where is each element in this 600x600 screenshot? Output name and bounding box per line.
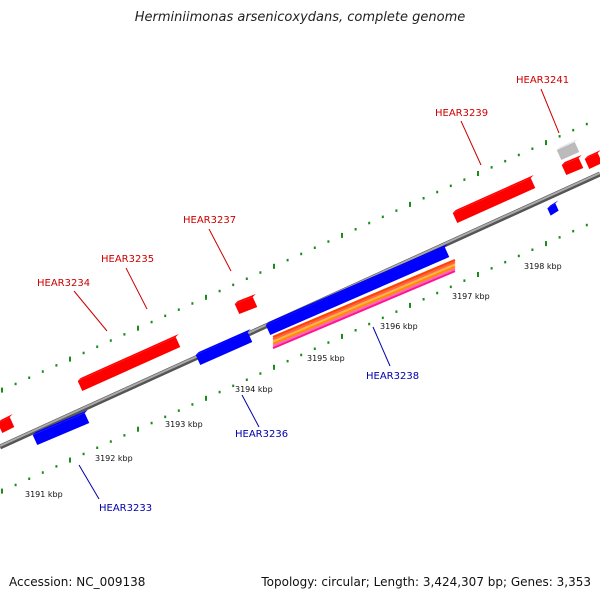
gene-hear3236[interactable] <box>195 328 253 366</box>
gene-name[interactable]: HEAR3235 <box>101 254 154 265</box>
gene-hear3241[interactable] <box>561 154 584 176</box>
gene-name[interactable]: HEAR3238 <box>366 371 419 382</box>
gene-label-hear3234[interactable]: HEAR3234 <box>37 278 108 332</box>
scale-label: 3195 kbp <box>307 354 345 363</box>
scale-label: 3193 kbp <box>165 420 203 429</box>
overlap-track <box>272 267 456 347</box>
leader-line <box>73 290 108 332</box>
scale-labels: 3191 kbp 3192 kbp 3193 kbp 3194 kbp 3195 kbp… <box>25 262 562 499</box>
gene-name[interactable]: HEAR3236 <box>235 429 288 440</box>
gene-hear3237[interactable] <box>234 293 258 315</box>
gene-hear3239[interactable] <box>452 174 536 224</box>
gene-label-hear3241[interactable]: HEAR3241 <box>516 75 569 134</box>
overlap-track <box>272 258 456 339</box>
gene-name[interactable]: HEAR3237 <box>183 215 236 226</box>
tick-marks <box>1 122 588 494</box>
gene-label-hear3239[interactable]: HEAR3239 <box>435 108 488 166</box>
gene-name[interactable]: HEAR3239 <box>435 108 488 119</box>
leader-line <box>460 120 482 166</box>
gene-label-hear3235[interactable]: HEAR3235 <box>101 254 154 310</box>
overlap-track <box>272 261 456 341</box>
gene-name[interactable]: HEAR3233 <box>99 503 152 514</box>
overlap-track <box>272 265 456 345</box>
scale-label: 3196 kbp <box>380 322 418 331</box>
gene-small-reverse[interactable] <box>547 200 559 216</box>
leader-line <box>241 394 260 428</box>
scale-label: 3191 kbp <box>25 490 63 499</box>
gene-label-hear3238[interactable]: HEAR3238 <box>366 326 419 382</box>
gene-labels[interactable]: HEAR3233 HEAR3234 HEAR3235 HEAR3236 HEAR3237… <box>37 75 569 514</box>
map-title: Herminiimonas arsenicoxydans, complete g… <box>134 10 466 25</box>
gene-hear3233[interactable] <box>32 409 90 446</box>
gene-name[interactable]: HEAR3241 <box>516 75 569 86</box>
gene-label-hear3236[interactable]: HEAR3236 <box>235 394 288 440</box>
scale-label: 3194 kbp <box>235 385 273 394</box>
gene-features[interactable] <box>0 138 600 446</box>
topology-text: Topology: circular; Length: 3,424,307 bp… <box>261 575 591 589</box>
gene-extra-forward[interactable] <box>584 150 600 170</box>
leader-line <box>78 464 100 500</box>
gene-label-hear3237[interactable]: HEAR3237 <box>183 215 236 272</box>
scale-label: 3197 kbp <box>452 292 490 301</box>
leader-line <box>372 326 391 367</box>
scale-label: 3198 kbp <box>524 262 562 271</box>
gene-hear3238[interactable] <box>265 243 450 336</box>
gene-hear3234[interactable] <box>77 333 181 392</box>
leader-line <box>125 267 148 310</box>
leader-line <box>540 88 560 134</box>
accession-text: Accession: NC_009138 <box>9 575 146 589</box>
overlap-track <box>272 263 456 343</box>
gene-edge-forward[interactable] <box>0 413 15 434</box>
gene-label-hear3233[interactable]: HEAR3233 <box>78 464 152 514</box>
gene-other[interactable] <box>556 138 580 161</box>
overlap-track <box>272 269 456 350</box>
leader-line <box>208 228 232 272</box>
scale-label: 3192 kbp <box>95 454 133 463</box>
gene-name[interactable]: HEAR3234 <box>37 278 90 289</box>
